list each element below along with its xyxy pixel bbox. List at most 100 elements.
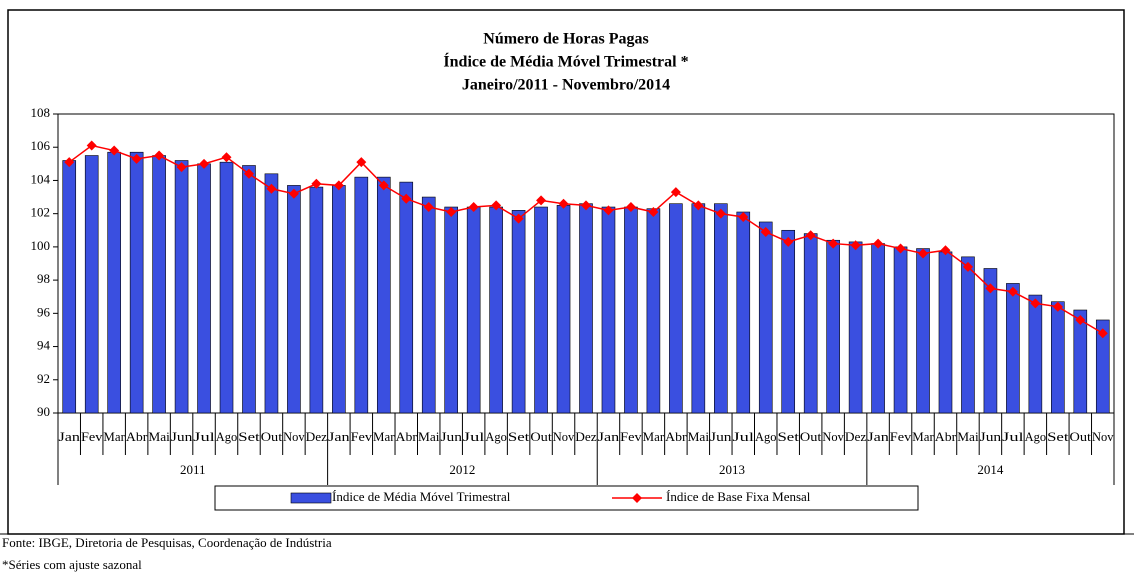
bar (129, 151, 144, 414)
line-marker (446, 207, 457, 218)
x-tick-label: Mar (643, 429, 665, 444)
line-marker (648, 207, 659, 218)
line-marker (64, 157, 75, 168)
x-tick-label: Abr (665, 429, 687, 444)
line-marker (1030, 298, 1041, 309)
bar (983, 268, 998, 414)
x-tick-label: Out (1070, 429, 1092, 444)
bar (309, 186, 324, 414)
bar (893, 246, 908, 414)
y-tick-label: 100 (31, 238, 51, 253)
x-tick-label: Mai (148, 429, 170, 444)
legend (214, 485, 919, 511)
line-marker (1052, 301, 1063, 312)
bar (466, 206, 481, 414)
bar (691, 203, 706, 414)
x-tick-label: Nov (553, 429, 575, 444)
bar (1073, 309, 1088, 414)
line-marker (1007, 286, 1018, 297)
bar (421, 196, 436, 414)
x-tick-label: Abr (126, 429, 148, 444)
x-tick-label: Jan (598, 429, 620, 444)
x-tick-label: Jan (328, 429, 350, 444)
line-marker (873, 238, 884, 249)
x-tick-label: Mai (957, 429, 979, 444)
line-marker (850, 240, 861, 251)
line-marker (468, 202, 479, 213)
x-tick-label: Fev (81, 429, 103, 444)
line-marker (738, 211, 749, 222)
year-label: 2011 (180, 462, 206, 477)
line-marker (783, 236, 794, 247)
x-tick-label: Jun (710, 429, 732, 444)
y-tick-label: 108 (31, 105, 51, 120)
line-marker (491, 200, 502, 211)
bar (264, 173, 279, 414)
line-marker (895, 243, 906, 254)
x-tick-label: Jun (440, 429, 462, 444)
year-label: 2012 (449, 462, 475, 477)
line-marker (199, 158, 210, 169)
line-marker (985, 283, 996, 294)
bar (107, 151, 121, 414)
bar (669, 203, 683, 414)
bar (714, 203, 728, 414)
x-tick-label: Jun (171, 429, 193, 444)
line-marker (401, 193, 412, 204)
bar (1006, 283, 1020, 414)
line-marker (86, 140, 97, 151)
x-tick-label: Set (777, 429, 799, 444)
bar (916, 248, 930, 414)
line-marker (311, 178, 322, 189)
line-marker (513, 213, 524, 224)
line-marker (603, 205, 614, 216)
line-marker (288, 188, 299, 199)
y-tick-label: 104 (31, 171, 51, 186)
x-tick-label: Out (800, 429, 822, 444)
y-tick-label: 106 (31, 138, 51, 153)
chart-title: Número de Horas Pagas (483, 31, 648, 48)
bar (758, 221, 773, 414)
line-marker (1097, 328, 1108, 339)
line-marker (266, 183, 277, 194)
bar (219, 161, 234, 414)
chart-title: Janeiro/2011 - Novembro/2014 (462, 77, 670, 94)
line-marker (333, 180, 344, 191)
x-tick-label: Nov (822, 429, 844, 444)
chart-title: Índice de Média Móvel Trimestral * (443, 52, 688, 71)
x-tick-label: Set (508, 429, 530, 444)
x-tick-label: Dez (306, 429, 328, 444)
bar (287, 185, 301, 414)
y-tick-label: 98 (37, 271, 50, 286)
line-marker (356, 157, 367, 168)
bar (781, 229, 796, 414)
x-tick-label: Ago (216, 429, 237, 444)
line-marker (715, 208, 726, 219)
x-tick-label: Jan (59, 429, 81, 444)
source-note: Fonte: IBGE, Diretoria de Pesquisas, Coo… (2, 535, 332, 550)
bar (624, 206, 638, 414)
bar (646, 208, 661, 414)
x-tick-label: Out (261, 429, 283, 444)
line-marker (625, 202, 636, 213)
line-marker (693, 200, 704, 211)
footnote: *Séries com ajuste sazonal (2, 557, 142, 572)
line-marker (581, 200, 591, 211)
line-marker (962, 261, 973, 272)
bar (174, 160, 189, 414)
x-tick-label: Mar (912, 429, 934, 444)
line-marker (378, 180, 389, 191)
y-tick-label: 102 (31, 205, 51, 220)
bar (601, 206, 616, 414)
line-marker (940, 245, 951, 256)
bar (1051, 301, 1065, 414)
bar (376, 176, 391, 414)
bar (803, 233, 818, 414)
bar (399, 181, 414, 414)
x-tick-label: Fev (351, 429, 373, 444)
x-tick-label: Fev (890, 429, 912, 444)
line-marker (221, 152, 232, 163)
bar (938, 251, 953, 414)
bar (197, 163, 211, 414)
